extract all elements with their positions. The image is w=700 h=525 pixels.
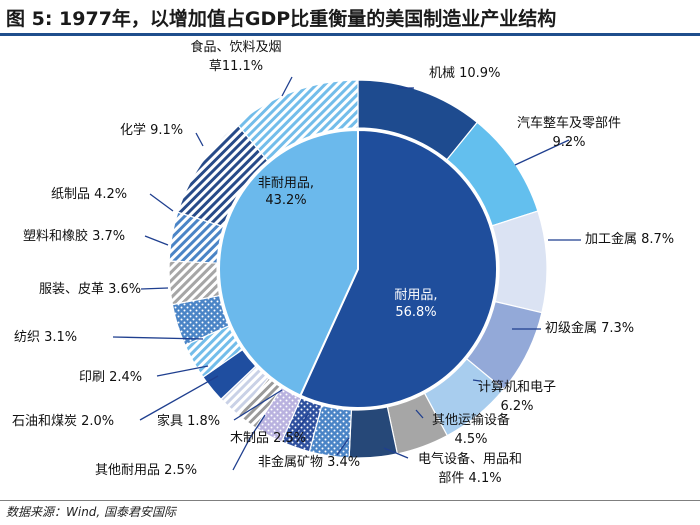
outer-label-7: 非金属矿物 3.4%	[258, 454, 360, 470]
outer-label-16: 纸制品 4.2%	[51, 187, 127, 202]
outer-label-12: 印刷 2.4%	[79, 370, 142, 385]
figure-header: 图 5: 1977年，以增加值占GDP比重衡量的美国制造业产业结构	[0, 0, 700, 36]
leader-line-5	[415, 409, 424, 419]
outer-slice-seg-2	[491, 210, 548, 314]
leader-lines	[112, 76, 581, 471]
outer-label-14: 服装、皮革 3.6%	[39, 282, 141, 297]
leader-line-7	[336, 437, 350, 456]
source-rule	[0, 500, 700, 501]
outer-label-1: 汽车整车及零部件 9.2%	[517, 115, 621, 150]
outer-label-3: 初级金属 7.3%	[545, 320, 634, 336]
leader-line-6	[383, 447, 409, 459]
inner-label-1: 非耐用品, 43.2%	[258, 176, 314, 208]
inner-slice-1	[218, 128, 359, 397]
outer-label-10: 家具 1.8%	[157, 413, 220, 429]
outer-label-6: 电气设备、用品和部件 4.1%	[418, 451, 522, 486]
outer-label-5: 其他运输设备 4.5%	[432, 412, 510, 447]
leader-line-12	[156, 365, 209, 377]
outer-label-18: 食品、饮料及烟草11.1%	[190, 39, 281, 74]
leader-line-14	[140, 287, 169, 290]
outer-label-17: 化学 9.1%	[120, 122, 183, 138]
leader-line-10	[233, 389, 283, 421]
figure-title: 图 5: 1977年，以增加值占GDP比重衡量的美国制造业产业结构	[6, 8, 557, 30]
outer-slice-seg-18	[236, 79, 359, 162]
inner-label-0: 耐用品, 56.8%	[394, 288, 437, 320]
outer-ring	[168, 79, 548, 459]
slice-labels: 耐用品, 56.8% 非耐用品, 43.2% 机械 10.9% 汽车整车及零部件 9.2% 加…	[12, 39, 674, 486]
leader-line-8	[295, 413, 309, 434]
outer-label-13: 纺织 3.1%	[14, 330, 77, 345]
leader-line-17	[195, 132, 204, 147]
outer-label-4: 计算机和电子 6.2%	[478, 380, 556, 414]
leader-line-4	[472, 379, 481, 382]
outer-label-9: 其他耐用品 2.5%	[95, 463, 197, 478]
source-note: 数据来源：Wind, 国泰君安国际	[6, 505, 177, 519]
inner-slice-0	[299, 128, 498, 409]
leader-line-9	[232, 414, 266, 471]
outer-label-2: 加工金属 8.7%	[585, 231, 674, 247]
outer-label-11: 石油和煤炭 2.0%	[12, 414, 114, 429]
outer-label-15: 塑料和橡胶 3.7%	[23, 228, 125, 244]
leader-line-13	[112, 336, 204, 340]
leader-line-1	[514, 139, 570, 166]
leader-line-15	[144, 235, 169, 246]
chart: 耐用品, 56.8% 非耐用品, 43.2% 机械 10.9% 汽车整车及零部件 9.2% 加…	[12, 39, 674, 486]
leader-line-18	[281, 76, 293, 97]
inner-pie	[218, 128, 498, 409]
outer-label-0: 机械 10.9%	[429, 66, 500, 81]
leader-line-11	[139, 375, 219, 421]
outer-label-8: 木制品 2.5%	[230, 431, 306, 446]
title-rule	[0, 33, 700, 36]
leader-line-16	[149, 193, 174, 212]
